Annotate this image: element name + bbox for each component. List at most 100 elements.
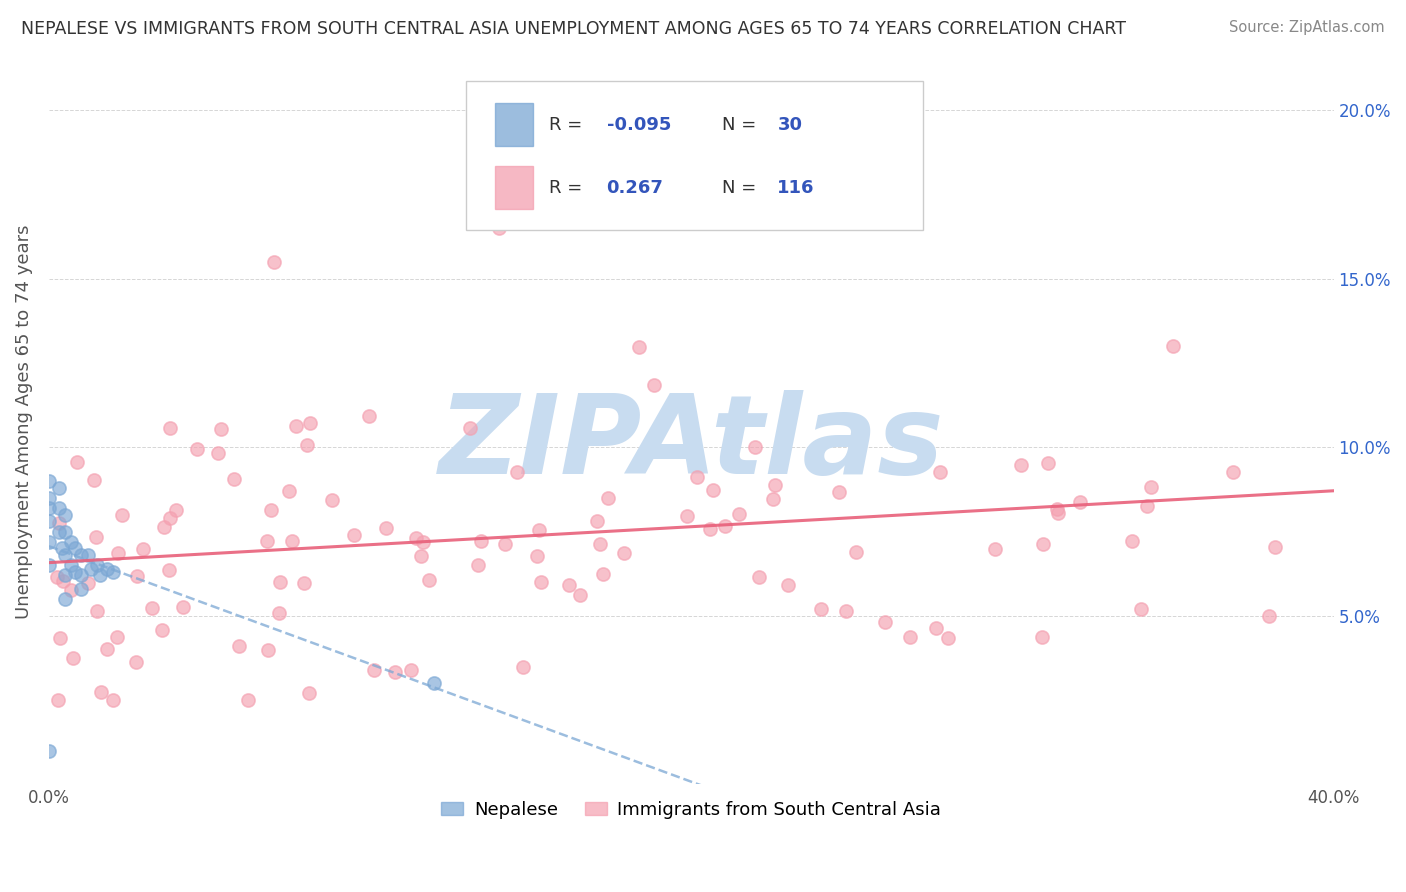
Point	[90, 685, 112, 699]
Point	[529, 523, 551, 537]
Point	[405, 531, 427, 545]
Point	[60, 583, 83, 598]
Point	[938, 631, 960, 645]
Point	[699, 522, 721, 536]
Text: ZIPAtlas: ZIPAtlas	[439, 391, 943, 497]
Point	[52, 574, 75, 588]
Point	[38, 515, 60, 529]
Point	[159, 421, 181, 435]
Point	[103, 693, 125, 707]
Point	[343, 528, 366, 542]
Point	[589, 537, 612, 551]
Point	[512, 660, 534, 674]
Point	[63, 541, 86, 556]
Point	[165, 503, 187, 517]
Text: N =: N =	[723, 115, 762, 134]
Point	[125, 569, 148, 583]
Text: NEPALESE VS IMMIGRANTS FROM SOUTH CENTRAL ASIA UNEMPLOYMENT AMONG AGES 65 TO 74 : NEPALESE VS IMMIGRANTS FROM SOUTH CENTRA…	[21, 20, 1126, 37]
Point	[53, 524, 76, 539]
Point	[1031, 537, 1053, 551]
Point	[506, 465, 529, 479]
FancyBboxPatch shape	[495, 103, 533, 146]
Point	[222, 472, 245, 486]
Point	[1258, 608, 1281, 623]
Point	[1136, 499, 1159, 513]
Point	[526, 549, 548, 564]
Point	[80, 562, 103, 576]
Point	[1139, 480, 1161, 494]
Point	[418, 573, 440, 587]
Point	[269, 606, 291, 620]
Point	[558, 577, 581, 591]
Point	[53, 508, 76, 522]
Point	[70, 582, 93, 596]
Point	[150, 624, 173, 638]
Point	[748, 569, 770, 583]
Point	[297, 438, 319, 452]
Point	[744, 440, 766, 454]
Point	[586, 514, 609, 528]
Point	[89, 568, 111, 582]
Point	[685, 469, 707, 483]
Point	[285, 419, 308, 434]
Point	[598, 491, 620, 505]
Point	[1222, 465, 1244, 479]
Point	[399, 664, 422, 678]
Point	[423, 676, 446, 690]
Point	[762, 491, 785, 506]
Point	[1161, 339, 1184, 353]
Point	[257, 643, 280, 657]
Point	[125, 656, 148, 670]
Text: R =: R =	[548, 178, 593, 196]
Point	[1129, 602, 1152, 616]
Point	[763, 477, 786, 491]
Point	[298, 686, 321, 700]
Point	[298, 417, 321, 431]
Point	[1047, 506, 1070, 520]
Text: R =: R =	[548, 115, 588, 134]
Point	[494, 537, 516, 551]
Point	[1121, 533, 1143, 548]
Point	[409, 549, 432, 563]
Point	[38, 558, 60, 573]
Point	[53, 592, 76, 607]
Point	[96, 642, 118, 657]
Point	[48, 500, 70, 515]
Point	[281, 533, 304, 548]
Point	[1069, 495, 1091, 509]
Point	[53, 548, 76, 562]
Point	[776, 577, 799, 591]
Point	[263, 255, 285, 269]
Point	[488, 221, 510, 235]
Point	[714, 519, 737, 533]
Point	[628, 340, 651, 354]
Point	[48, 524, 70, 539]
Point	[294, 575, 316, 590]
Point	[1264, 540, 1286, 554]
Point	[159, 510, 181, 524]
Point	[76, 575, 98, 590]
Text: N =: N =	[723, 178, 762, 196]
Legend: Nepalese, Immigrants from South Central Asia: Nepalese, Immigrants from South Central …	[434, 794, 949, 826]
Point	[828, 485, 851, 500]
Point	[186, 442, 208, 456]
Point	[278, 483, 301, 498]
Point	[38, 744, 60, 758]
Point	[45, 570, 67, 584]
Point	[460, 421, 482, 435]
Point	[269, 574, 291, 589]
Point	[1036, 456, 1059, 470]
Point	[363, 664, 385, 678]
Point	[132, 541, 155, 556]
Point	[207, 446, 229, 460]
Point	[46, 693, 69, 707]
FancyBboxPatch shape	[467, 81, 922, 230]
Point	[62, 651, 84, 665]
Point	[530, 574, 553, 589]
Point	[84, 530, 107, 544]
Point	[53, 568, 76, 582]
Point	[841, 170, 863, 185]
Point	[86, 604, 108, 618]
Point	[70, 568, 93, 582]
Point	[1046, 501, 1069, 516]
